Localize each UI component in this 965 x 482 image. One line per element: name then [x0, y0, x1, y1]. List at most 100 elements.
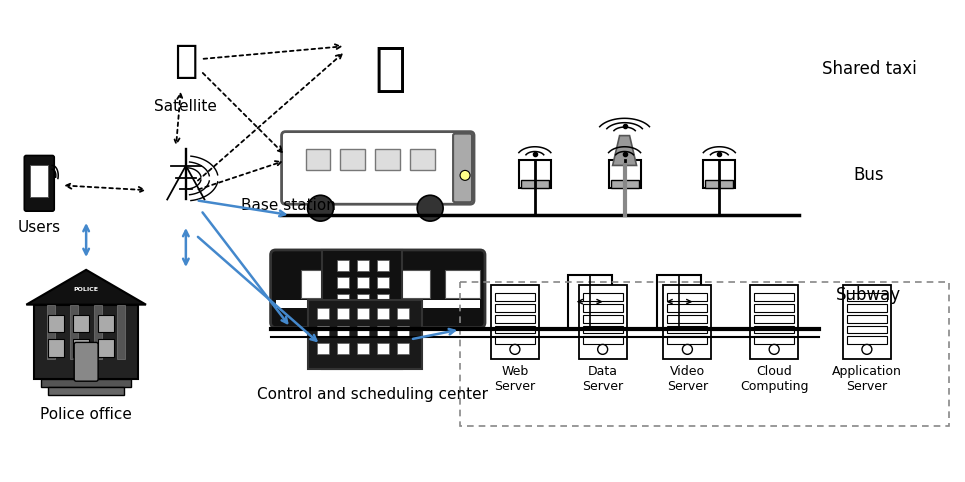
Text: Bus: Bus — [854, 166, 884, 185]
FancyBboxPatch shape — [48, 387, 124, 395]
Text: Application
Server: Application Server — [832, 365, 902, 393]
Circle shape — [597, 345, 608, 354]
FancyBboxPatch shape — [495, 336, 535, 345]
FancyBboxPatch shape — [98, 315, 114, 333]
FancyBboxPatch shape — [317, 308, 329, 319]
FancyBboxPatch shape — [317, 343, 329, 354]
FancyBboxPatch shape — [750, 285, 798, 359]
FancyBboxPatch shape — [454, 134, 472, 202]
FancyBboxPatch shape — [847, 336, 887, 345]
Polygon shape — [26, 270, 146, 305]
FancyBboxPatch shape — [398, 308, 409, 319]
FancyBboxPatch shape — [398, 325, 409, 336]
FancyBboxPatch shape — [609, 161, 641, 188]
FancyBboxPatch shape — [583, 304, 622, 311]
FancyBboxPatch shape — [338, 325, 349, 336]
FancyBboxPatch shape — [338, 294, 349, 305]
Text: 🚖: 🚖 — [374, 43, 406, 95]
FancyBboxPatch shape — [668, 304, 707, 311]
FancyBboxPatch shape — [847, 315, 887, 322]
Circle shape — [510, 345, 520, 354]
FancyBboxPatch shape — [338, 310, 349, 321]
FancyBboxPatch shape — [377, 325, 389, 336]
FancyBboxPatch shape — [668, 336, 707, 345]
FancyBboxPatch shape — [357, 327, 370, 338]
FancyBboxPatch shape — [357, 345, 370, 355]
Text: Data
Server: Data Server — [582, 365, 623, 393]
FancyBboxPatch shape — [357, 310, 370, 321]
Text: Control and scheduling center: Control and scheduling center — [257, 387, 488, 402]
Text: POLICE: POLICE — [73, 287, 98, 292]
Circle shape — [417, 195, 443, 221]
Circle shape — [308, 195, 334, 221]
FancyBboxPatch shape — [377, 294, 389, 305]
FancyBboxPatch shape — [491, 285, 538, 359]
FancyBboxPatch shape — [322, 250, 402, 369]
Circle shape — [862, 345, 871, 354]
Text: Subway: Subway — [837, 286, 901, 304]
FancyBboxPatch shape — [755, 304, 794, 311]
FancyBboxPatch shape — [410, 148, 435, 171]
Text: Base station: Base station — [240, 198, 336, 213]
FancyBboxPatch shape — [73, 315, 89, 333]
FancyBboxPatch shape — [519, 161, 551, 188]
FancyBboxPatch shape — [338, 277, 349, 288]
Text: Satellite: Satellite — [154, 99, 217, 114]
FancyBboxPatch shape — [377, 277, 389, 288]
FancyBboxPatch shape — [98, 339, 114, 357]
Text: Police office: Police office — [41, 407, 132, 422]
Text: Shared taxi: Shared taxi — [821, 60, 916, 78]
FancyBboxPatch shape — [657, 275, 702, 330]
FancyBboxPatch shape — [300, 270, 336, 298]
FancyBboxPatch shape — [357, 308, 370, 319]
Text: Users: Users — [17, 220, 61, 235]
FancyBboxPatch shape — [583, 336, 622, 345]
FancyBboxPatch shape — [338, 345, 349, 355]
FancyBboxPatch shape — [95, 305, 102, 359]
Circle shape — [682, 345, 693, 354]
FancyBboxPatch shape — [495, 304, 535, 311]
FancyBboxPatch shape — [375, 148, 400, 171]
FancyBboxPatch shape — [117, 305, 125, 359]
Text: Web
Server: Web Server — [494, 365, 536, 393]
FancyBboxPatch shape — [270, 250, 485, 327]
FancyBboxPatch shape — [755, 325, 794, 334]
FancyBboxPatch shape — [847, 293, 887, 301]
FancyBboxPatch shape — [47, 305, 55, 359]
FancyBboxPatch shape — [48, 315, 65, 333]
FancyBboxPatch shape — [317, 325, 329, 336]
FancyBboxPatch shape — [24, 156, 54, 211]
FancyBboxPatch shape — [579, 285, 626, 359]
FancyBboxPatch shape — [847, 304, 887, 311]
FancyBboxPatch shape — [377, 310, 389, 321]
FancyBboxPatch shape — [308, 300, 422, 369]
FancyBboxPatch shape — [345, 270, 380, 298]
FancyBboxPatch shape — [703, 161, 735, 188]
FancyBboxPatch shape — [495, 325, 535, 334]
FancyBboxPatch shape — [70, 305, 78, 359]
FancyBboxPatch shape — [495, 315, 535, 322]
FancyBboxPatch shape — [377, 260, 389, 271]
FancyBboxPatch shape — [668, 293, 707, 301]
Circle shape — [460, 171, 470, 180]
FancyBboxPatch shape — [755, 336, 794, 345]
FancyBboxPatch shape — [445, 270, 480, 298]
Polygon shape — [613, 135, 637, 165]
FancyBboxPatch shape — [48, 339, 65, 357]
FancyBboxPatch shape — [398, 343, 409, 354]
FancyBboxPatch shape — [755, 315, 794, 322]
FancyBboxPatch shape — [357, 294, 370, 305]
FancyBboxPatch shape — [664, 285, 711, 359]
FancyBboxPatch shape — [583, 315, 622, 322]
FancyBboxPatch shape — [377, 327, 389, 338]
FancyBboxPatch shape — [377, 308, 389, 319]
FancyBboxPatch shape — [357, 260, 370, 271]
FancyBboxPatch shape — [705, 180, 733, 188]
FancyBboxPatch shape — [583, 293, 622, 301]
FancyBboxPatch shape — [843, 285, 891, 359]
FancyBboxPatch shape — [338, 327, 349, 338]
FancyBboxPatch shape — [306, 148, 330, 171]
Circle shape — [769, 345, 779, 354]
FancyBboxPatch shape — [396, 270, 430, 298]
FancyBboxPatch shape — [338, 343, 349, 354]
